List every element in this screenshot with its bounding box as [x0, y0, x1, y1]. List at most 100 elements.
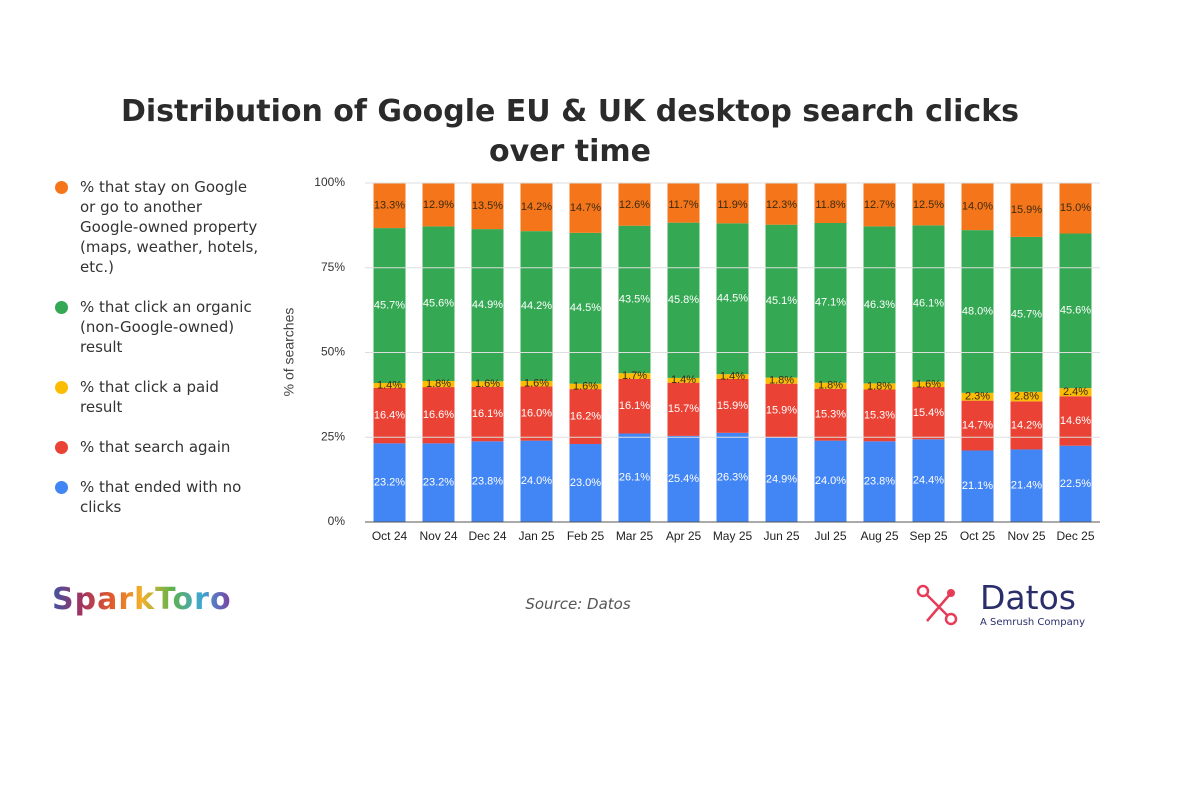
data-label: 15.9% — [1011, 204, 1042, 216]
y-axis-title: % of searches — [281, 308, 297, 397]
x-tick-label: Oct 25 — [960, 529, 996, 543]
data-label: 16.2% — [570, 410, 601, 422]
bar-segment — [471, 441, 504, 522]
bar-segment — [961, 230, 994, 393]
bar-segment — [471, 386, 504, 442]
bar-segment — [373, 443, 406, 522]
bar-segment — [520, 231, 553, 381]
x-tick-label: Aug 25 — [860, 529, 898, 543]
data-label: 16.6% — [423, 409, 454, 421]
bar-segment — [961, 450, 994, 522]
legend-label: % that ended with no clicks — [80, 478, 242, 516]
bar-segment — [814, 183, 847, 224]
bar-segment — [912, 439, 945, 522]
bar-segment — [765, 383, 798, 438]
x-tick-label: Jun 25 — [763, 529, 799, 543]
x-tick-label: Jul 25 — [814, 529, 846, 543]
data-label: 45.6% — [1060, 305, 1091, 317]
data-label: 15.0% — [1060, 202, 1091, 214]
bar-segment — [471, 183, 504, 230]
data-label: 12.6% — [619, 199, 650, 211]
data-label: 15.9% — [766, 405, 797, 417]
data-label: 23.0% — [570, 477, 601, 489]
data-label: 46.1% — [913, 297, 944, 309]
bar-segment — [912, 183, 945, 226]
data-label: 12.3% — [766, 199, 797, 211]
bar-segment — [471, 381, 504, 387]
legend-item: % that click a paid result — [55, 377, 265, 417]
data-label: 45.7% — [374, 299, 405, 311]
bar-segment — [618, 433, 651, 522]
data-label: 46.3% — [864, 299, 895, 311]
datos-icon — [916, 584, 958, 626]
bar-segment — [373, 228, 406, 384]
data-label: 44.9% — [472, 299, 503, 311]
brand-logo: SparkToro — [52, 582, 232, 617]
bar-segment — [569, 183, 602, 233]
data-label: 23.2% — [423, 477, 454, 489]
x-tick-label: Dec 24 — [468, 529, 506, 543]
bar-segment — [1059, 183, 1092, 234]
data-label: 1.7% — [622, 370, 647, 382]
data-label: 45.6% — [423, 298, 454, 310]
legend-swatch — [55, 181, 68, 194]
legend: % that stay on Google or go to another G… — [55, 177, 265, 517]
data-label: 1.8% — [769, 375, 794, 387]
data-label: 14.7% — [962, 419, 993, 431]
y-tick-label: 50% — [321, 345, 345, 359]
legend-swatch — [55, 301, 68, 314]
data-label: 45.1% — [766, 295, 797, 307]
data-label: 1.6% — [524, 378, 549, 390]
bar-segment — [569, 232, 602, 384]
legend-item: % that stay on Google or go to another G… — [55, 177, 265, 277]
bar-segment — [373, 183, 406, 229]
bar-segment — [520, 440, 553, 522]
bar-segment — [912, 387, 945, 440]
data-label: 24.0% — [815, 475, 846, 487]
legend-swatch — [55, 481, 68, 494]
data-label: 1.6% — [573, 380, 598, 392]
data-label: 44.5% — [570, 302, 601, 314]
bar-segment — [912, 225, 945, 382]
bar-segment — [618, 225, 651, 374]
legend-label: % that stay on Google or go to another G… — [80, 178, 259, 276]
data-label: 45.8% — [668, 294, 699, 306]
x-tick-label: Dec 25 — [1056, 529, 1094, 543]
bar-segment — [422, 443, 455, 522]
bar-segment — [667, 183, 700, 223]
data-label: 16.1% — [472, 408, 503, 420]
data-label: 21.4% — [1011, 480, 1042, 492]
y-tick-label: 100% — [314, 175, 345, 189]
data-label: 22.5% — [1060, 478, 1091, 490]
data-label: 44.2% — [521, 300, 552, 312]
brand-tagline: A Semrush Company — [980, 617, 1086, 628]
bar-segment — [716, 183, 749, 224]
bar-segment — [814, 440, 847, 522]
data-label: 23.2% — [374, 477, 405, 489]
data-label: 1.4% — [720, 370, 745, 382]
legend-swatch — [55, 441, 68, 454]
data-label: 1.4% — [671, 374, 696, 386]
bar-segment — [765, 183, 798, 225]
bar-segment — [520, 183, 553, 232]
data-label: 15.3% — [815, 409, 846, 421]
brand-logo: Datos — [980, 578, 1076, 617]
bar-segment — [569, 389, 602, 445]
bar-segment — [863, 226, 896, 384]
bar-segment — [716, 374, 749, 379]
data-label: 2.8% — [1014, 390, 1039, 402]
y-tick-label: 0% — [328, 514, 346, 528]
bar-segment — [667, 382, 700, 436]
bar-segment — [1010, 391, 1043, 402]
bar-segment — [471, 229, 504, 382]
data-label: 16.4% — [374, 409, 405, 421]
data-label: 23.8% — [472, 476, 503, 488]
bar-segment — [422, 387, 455, 444]
data-label: 1.8% — [426, 378, 451, 390]
bar-segment — [961, 183, 994, 231]
bar-segment — [863, 441, 896, 522]
bar-segment — [863, 389, 896, 442]
data-label: 1.6% — [475, 378, 500, 390]
data-label: 14.7% — [570, 202, 601, 214]
data-label: 11.7% — [668, 199, 699, 211]
